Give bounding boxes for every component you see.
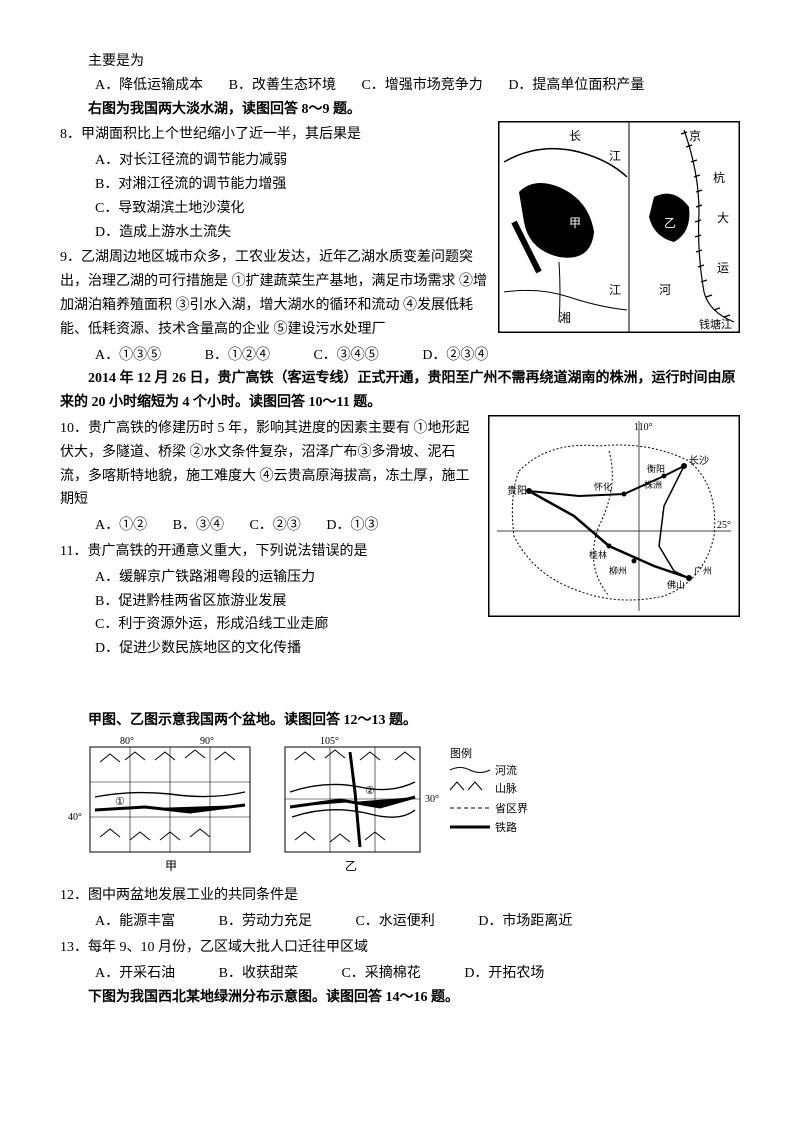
q9-opt-b: B．①②④ [205,344,270,368]
q7-opt-b: B．改善生态环境 [229,74,336,98]
label-yun: 运 [717,261,729,275]
city-changsha: 长沙 [689,455,709,467]
label-110: 110° [634,422,653,433]
q12-options: A．能源丰富 B．劳动力充足 C．水运便利 D．市场距离近 [60,910,740,934]
lead-in-text: 主要是为 [60,50,740,74]
q13-opt-b: B．收获甜菜 [219,962,298,986]
city-guiyang: 贵阳 [507,484,527,497]
q13-opt-a: A．开采石油 [95,962,175,986]
label-yi: 乙 [664,216,676,230]
q7-opt-c: C．增强市场竞争力 [361,74,482,98]
basins-map: 80° 90° 40° ① 甲 105° 30° [60,732,740,882]
q12-stem: 12．图中两盆地发展工业的共同条件是 [60,884,740,908]
q9-opt-d: D．②③④ [422,344,488,368]
q9-opt-a: A．①③⑤ [95,344,161,368]
q10-opt-b: B．③④ [173,514,224,538]
lbl-105: 105° [320,736,339,747]
legend-mountain: 山脉 [495,781,517,795]
label-hang: 杭 [713,170,725,185]
lbl-num1: ① [115,796,125,808]
q12-opt-d: D．市场距离近 [478,910,572,934]
q10-opt-c: C．②③ [249,514,300,538]
label-jing: 京 [689,129,701,143]
label-jia: 甲 [569,216,581,230]
lakes-map: 长 江 甲 江 湘 京 杭 大 运 [498,121,740,333]
label-xiang: 湘 [559,310,571,325]
label-he: 河 [659,283,671,297]
lbl-yi2: 乙 [345,859,357,873]
label-da: 大 [717,211,729,225]
intro-14-16: 下图为我国西北某地绿洲分布示意图。读图回答 14～16 题。 [60,986,740,1010]
guiguang-map: 110° 25° 贵阳 长沙 怀化 株洲 衡阳 桂林 柳州 广州 佛山 [488,415,740,617]
intro-12-13: 甲图、乙图示意我国两个盆地。读图回答 12～13 题。 [60,709,740,733]
city-hengyang: 衡阳 [647,463,665,474]
legend-border: 省区界 [495,802,528,815]
q7-options: A．降低运输成本 B．改善生态环境 C．增强市场竞争力 D．提高单位面积产量 [60,74,740,98]
lbl-90: 90° [200,736,214,747]
label-qiantang: 钱塘江 [699,317,732,331]
lbl-80: 80° [120,736,134,747]
intro-8-9: 右图为我国两大淡水湖，读图回答 8～9 题。 [60,98,740,122]
q10-opt-d: D．①③ [326,514,378,538]
lbl-jia2: 甲 [165,859,177,873]
q12-opt-c: C．水运便利 [355,910,434,934]
lbl-num2: ② [365,785,375,797]
city-guangzhou: 广州 [694,565,712,576]
intro-10-11: 2014 年 12 月 26 日，贵广高铁（客运专线）正式开通，贵阳至广州不需再… [60,367,740,415]
q12-opt-b: B．劳动力充足 [219,910,312,934]
city-guilin: 桂林 [589,549,607,560]
label-jiang1: 江 [609,149,621,163]
q12-opt-a: A．能源丰富 [95,910,175,934]
city-liuzhou: 柳州 [609,565,627,576]
q11-opt-d: D．促进少数民族地区的文化传播 [60,637,740,661]
q9-options: A．①③⑤ B．①②④ C．③④⑤ D．②③④ [60,344,740,368]
q13-opt-d: D．开拓农场 [464,962,544,986]
legend-title: 图例 [450,746,472,760]
lbl-40l: 40° [68,812,82,823]
block-10-11: 110° 25° 贵阳 长沙 怀化 株洲 衡阳 桂林 柳州 广州 佛山 10．贵… [60,415,740,661]
q7-opt-d: D．提高单位面积产量 [508,74,644,98]
label-chang: 长 [569,129,581,143]
label-jiang2: 江 [609,283,621,297]
q13-options: A．开采石油 B．收获甜菜 C．采摘棉花 D．开拓农场 [60,962,740,986]
city-foshan: 佛山 [667,579,685,590]
q13-stem: 13．每年 9、10 月份，乙区域大批人口迁往甲区域 [60,936,740,960]
city-huaihua: 怀化 [594,481,612,492]
q7-opt-a: A．降低运输成本 [95,74,203,98]
legend-river: 河流 [495,763,517,777]
q13-opt-c: C．采摘棉花 [341,962,420,986]
legend-rail: 铁路 [495,821,517,834]
q10-opt-a: A．①② [95,514,147,538]
q9-opt-c: C．③④⑤ [313,344,378,368]
label-25: 25° [717,520,731,531]
lbl-30r: 30° [425,794,439,805]
city-zhuzhou: 株洲 [644,479,662,490]
block-8-9: 长 江 甲 江 湘 京 杭 大 运 [60,121,740,367]
